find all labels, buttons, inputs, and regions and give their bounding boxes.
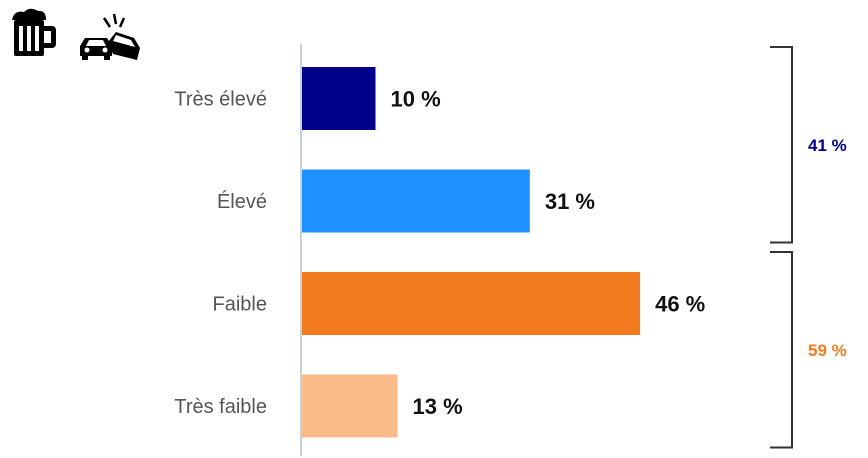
category-label: Très faible [174, 396, 267, 418]
bar [302, 169, 530, 233]
beer-mug-icon [12, 8, 56, 56]
value-label: 13 % [413, 394, 463, 419]
value-label: 10 % [391, 87, 441, 112]
group-bracket [770, 251, 793, 449]
bar [302, 67, 376, 130]
group-total-label: 59 % [808, 341, 847, 360]
bar [302, 374, 398, 438]
category-label: Faible [213, 294, 267, 316]
value-label: 46 % [655, 292, 705, 317]
category-label: Élevé [217, 190, 267, 213]
group-total-label: 41 % [808, 136, 847, 155]
group-bracket [770, 46, 793, 244]
car-crash-icon [80, 13, 140, 60]
header-icons [12, 8, 140, 60]
bar [302, 272, 641, 335]
category-label: Très élevé [174, 89, 267, 111]
value-label: 31 % [545, 189, 595, 214]
